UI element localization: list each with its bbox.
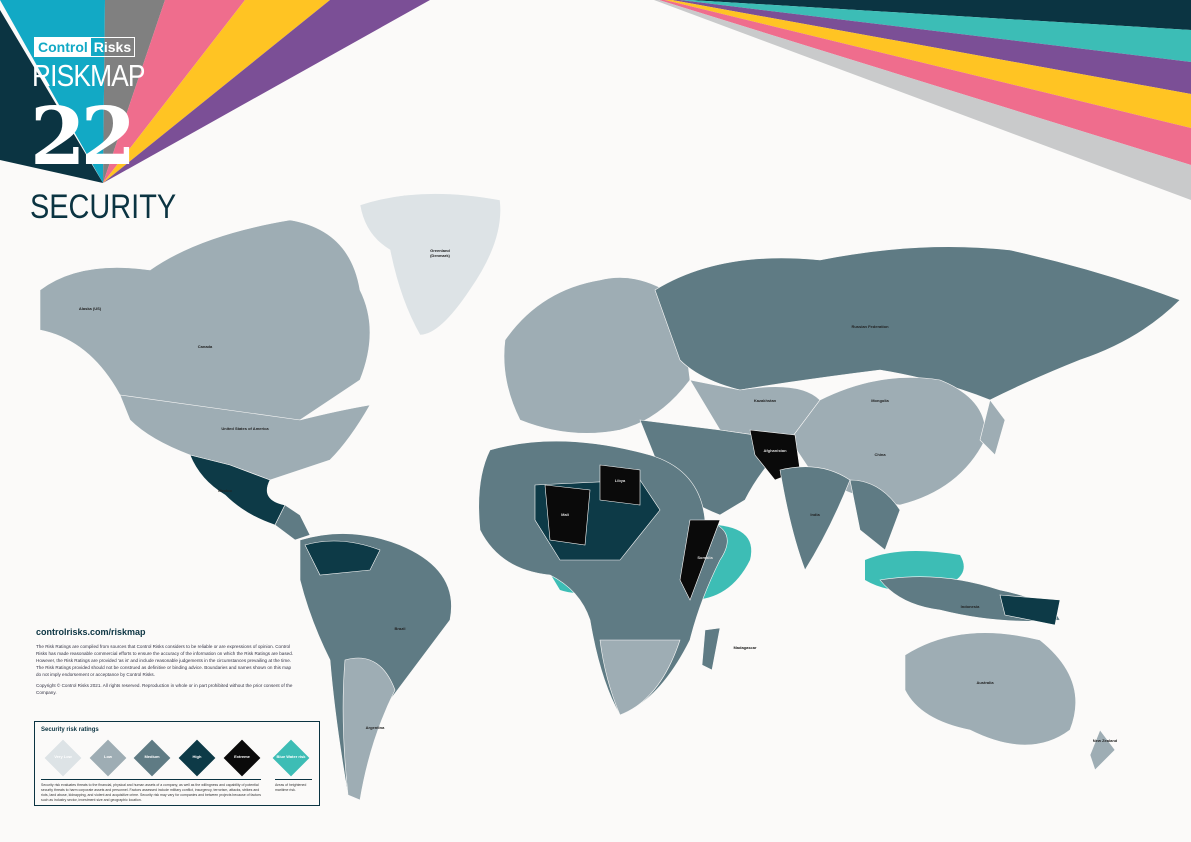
top-right-ribbon bbox=[654, 0, 1191, 200]
region-se-asia bbox=[849, 479, 901, 551]
legend-very-low: Very Low bbox=[44, 739, 82, 777]
region-india bbox=[779, 466, 851, 571]
map-subtitle: SECURITY bbox=[30, 188, 177, 226]
legend: Security risk ratings Very Low Low Mediu… bbox=[34, 721, 320, 806]
countries bbox=[39, 193, 1181, 801]
region-libya-mali bbox=[544, 464, 641, 546]
legend-divider-blue bbox=[275, 779, 312, 780]
label-indonesia: Indonesia bbox=[960, 604, 980, 609]
legend-blue-water: Blue Water risk bbox=[272, 739, 310, 777]
disclaimer-text: The Risk Ratings are compiled from sourc… bbox=[36, 644, 294, 677]
region-southern-africa bbox=[599, 639, 681, 716]
ray-lightgray bbox=[654, 0, 1191, 200]
region-papua bbox=[999, 594, 1061, 626]
year-number: 22 bbox=[30, 89, 136, 183]
region-usa bbox=[119, 394, 371, 481]
region-central-america bbox=[274, 504, 311, 541]
legend-medium: Medium bbox=[133, 739, 171, 777]
ray-dark bbox=[0, 10, 103, 183]
logo-control: Control bbox=[35, 38, 91, 56]
region-argentina-chile bbox=[342, 657, 396, 801]
info-block: controlrisks.com/riskmap The Risk Rating… bbox=[36, 627, 296, 700]
control-risks-logo: Control Risks bbox=[34, 37, 136, 57]
region-canada-alaska bbox=[39, 219, 371, 421]
label-india: India bbox=[810, 512, 820, 517]
legend-title: Security risk ratings bbox=[41, 727, 99, 733]
region-greenland bbox=[359, 193, 501, 336]
region-venezuela-colombia bbox=[304, 540, 381, 576]
label-afghanistan: Afghanistan bbox=[763, 448, 787, 453]
label-somalia: Somalia bbox=[697, 555, 713, 560]
legend-low: Low bbox=[89, 739, 127, 777]
region-madagascar bbox=[701, 627, 721, 671]
legend-description: Security risk evaluates threats to the f… bbox=[41, 783, 262, 802]
product-title: RISKMAP bbox=[32, 58, 145, 93]
label-mongolia: Mongolia bbox=[871, 398, 889, 403]
region-australia bbox=[904, 632, 1077, 746]
top-left-ribbon bbox=[0, 0, 430, 183]
label-argentina: Argentina bbox=[365, 725, 385, 730]
logo-risks: Risks bbox=[93, 39, 132, 55]
region-japan bbox=[979, 399, 1006, 456]
label-mexico: Mexico bbox=[218, 488, 232, 493]
label-madagascar: Madagascar bbox=[733, 645, 757, 650]
label-kazakhstan: Kazakhstan bbox=[753, 398, 777, 403]
legend-high: High bbox=[178, 739, 216, 777]
label-canada: Canada bbox=[197, 344, 213, 349]
label-new-zealand: New Zealand bbox=[1092, 738, 1118, 743]
region-russia bbox=[654, 246, 1181, 401]
copyright-text: Copyright © Control Risks 2021. All righ… bbox=[36, 683, 293, 695]
region-europe bbox=[503, 277, 691, 434]
label-brazil: Brazil bbox=[394, 626, 406, 631]
legend-extreme: Extreme bbox=[223, 739, 261, 777]
blue-water-description: Areas of heightened maritime risk. bbox=[275, 783, 307, 792]
label-greenland: Greenland (Denmark) bbox=[430, 248, 450, 258]
label-australia: Australia bbox=[976, 680, 994, 685]
label-china: China bbox=[874, 452, 886, 457]
label-alaska: Alaska (US) bbox=[78, 306, 102, 311]
region-new-zealand bbox=[1089, 729, 1116, 771]
label-usa: United States of America bbox=[221, 426, 269, 431]
region-somalia bbox=[679, 519, 721, 601]
label-mali: Mali bbox=[561, 512, 569, 517]
region-mexico bbox=[189, 454, 286, 526]
ray-purple bbox=[103, 0, 430, 183]
label-libya: Libya bbox=[614, 478, 626, 483]
legend-divider bbox=[41, 779, 261, 780]
label-russia: Russian Federation bbox=[851, 324, 889, 329]
website-link[interactable]: controlrisks.com/riskmap bbox=[36, 627, 146, 637]
